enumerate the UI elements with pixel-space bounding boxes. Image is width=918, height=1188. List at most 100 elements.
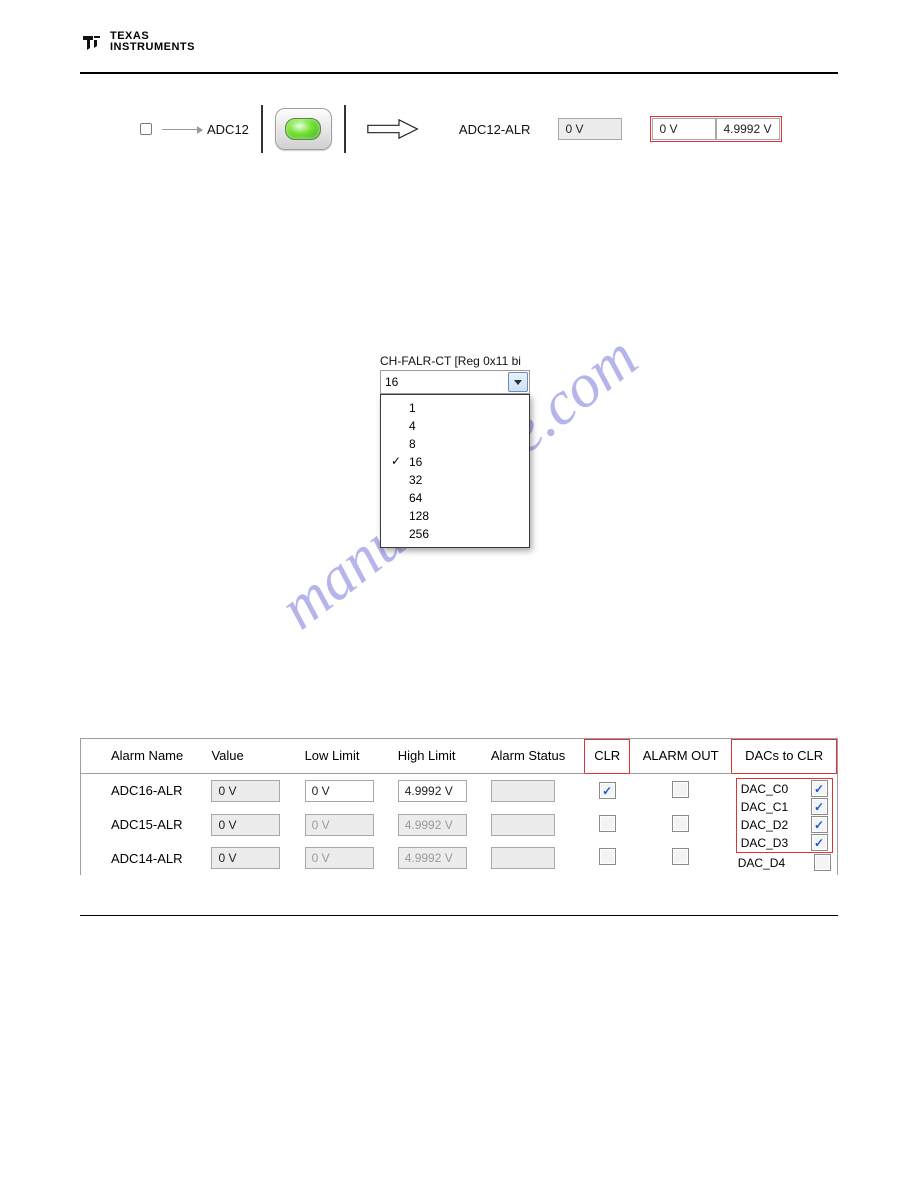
value-field — [211, 814, 280, 836]
dac-checkbox[interactable] — [814, 854, 831, 871]
row-status — [485, 808, 585, 842]
alarmout-checkbox[interactable] — [672, 781, 689, 798]
high-input — [398, 847, 467, 869]
clr-checkbox[interactable] — [599, 782, 616, 799]
vbar-left-icon — [261, 105, 263, 153]
th-name: Alarm Name — [81, 740, 205, 774]
top-rule — [80, 72, 838, 74]
dropdown-title: CH-FALR-CT [Reg 0x11 bi — [380, 354, 530, 368]
adc-led-row: ADC12 ADC12-ALR 0 V 0 V 4.9992 V — [80, 104, 838, 154]
dropdown-item[interactable]: 64 — [381, 489, 529, 507]
th-low: Low Limit — [299, 740, 392, 774]
th-dacs: DACs to CLR — [732, 740, 837, 774]
th-high: High Limit — [392, 740, 485, 774]
row-value — [205, 774, 298, 808]
row-status — [485, 774, 585, 808]
dropdown-select[interactable]: 16 — [380, 370, 530, 394]
alarmout-checkbox[interactable] — [672, 848, 689, 865]
row-clr — [585, 808, 630, 842]
low-input — [305, 847, 374, 869]
dropdown-selected: 16 — [385, 375, 398, 389]
row-out — [630, 841, 732, 875]
high-input[interactable] — [398, 780, 467, 802]
th-clr: CLR — [585, 740, 630, 774]
row-clr — [585, 774, 630, 808]
dac-checkbox[interactable] — [811, 816, 828, 833]
table-row: ADC15-ALR — [81, 808, 837, 842]
alr-label: ADC12-ALR — [459, 122, 531, 137]
vbar-right-icon — [344, 105, 346, 153]
big-arrow-icon — [366, 118, 421, 140]
status-field — [491, 847, 555, 869]
led-green-icon — [285, 118, 321, 140]
dropdown-list: 148163264128256 — [380, 394, 530, 548]
dropdown-item[interactable]: 128 — [381, 507, 529, 525]
status-field — [491, 780, 555, 802]
dropdown-item[interactable]: 4 — [381, 417, 529, 435]
row-high — [392, 808, 485, 842]
dac-row: DAC_D2 — [739, 816, 830, 833]
dac-label: DAC_D2 — [741, 818, 788, 832]
alr-high-input[interactable]: 4.9992 V — [716, 118, 780, 140]
dac-row: DAC_D3 — [739, 834, 830, 851]
signal-node-icon — [140, 123, 152, 135]
ti-chip-icon — [80, 30, 104, 54]
th-out: ALARM OUT — [630, 740, 732, 774]
row-high — [392, 841, 485, 875]
dac-checkbox[interactable] — [811, 834, 828, 851]
logo-line2: INSTRUMENTS — [110, 42, 195, 53]
clr-checkbox[interactable] — [599, 848, 616, 865]
chevron-down-icon[interactable] — [508, 372, 528, 392]
low-input[interactable] — [305, 780, 374, 802]
adc-label: ADC12 — [207, 122, 249, 137]
dropdown-item[interactable]: 32 — [381, 471, 529, 489]
dacs-cell: DAC_C0 DAC_C1 DAC_D2 DAC_D3 DAC_D4 — [732, 774, 837, 876]
dacs-red-frame: DAC_C0 DAC_C1 DAC_D2 DAC_D3 — [736, 778, 833, 853]
row-value — [205, 841, 298, 875]
falr-dropdown: CH-FALR-CT [Reg 0x11 bi 16 1481632641282… — [380, 354, 530, 548]
dac-row: DAC_C1 — [739, 798, 830, 815]
dac-checkbox[interactable] — [811, 798, 828, 815]
alarm-table: Alarm Name Value Low Limit High Limit Al… — [80, 738, 838, 875]
row-out — [630, 774, 732, 808]
dac-label: DAC_D3 — [741, 836, 788, 850]
dac-row: DAC_C0 — [739, 780, 830, 797]
dropdown-item[interactable]: 1 — [381, 399, 529, 417]
bottom-rule — [80, 915, 838, 916]
dropdown-item[interactable]: 256 — [381, 525, 529, 543]
row-high — [392, 774, 485, 808]
row-status — [485, 841, 585, 875]
dac-row: DAC_D4 — [736, 854, 833, 871]
arrow-icon — [162, 129, 197, 130]
row-out — [630, 808, 732, 842]
clr-checkbox[interactable] — [599, 815, 616, 832]
alr-low-input[interactable]: 0 V — [652, 118, 716, 140]
alr-value: 0 V — [558, 118, 622, 140]
dropdown-item[interactable]: 8 — [381, 435, 529, 453]
table-row: ADC16-ALRDAC_C0DAC_C1DAC_D2DAC_D3DAC_D4 — [81, 774, 837, 808]
row-value — [205, 808, 298, 842]
row-low — [299, 841, 392, 875]
th-status: Alarm Status — [485, 740, 585, 774]
row-low — [299, 808, 392, 842]
dac-label: DAC_D4 — [738, 856, 785, 870]
status-field — [491, 814, 555, 836]
limits-frame: 0 V 4.9992 V — [650, 116, 782, 142]
led-button[interactable] — [275, 108, 332, 150]
alarmout-checkbox[interactable] — [672, 815, 689, 832]
high-input — [398, 814, 467, 836]
low-input — [305, 814, 374, 836]
value-field — [211, 847, 280, 869]
row-name: ADC16-ALR — [81, 774, 205, 808]
dac-label: DAC_C1 — [741, 800, 788, 814]
dac-checkbox[interactable] — [811, 780, 828, 797]
dropdown-item[interactable]: 16 — [381, 453, 529, 471]
row-name: ADC15-ALR — [81, 808, 205, 842]
table-row: ADC14-ALR — [81, 841, 837, 875]
ti-logo: TEXAS INSTRUMENTS — [80, 30, 838, 54]
row-clr — [585, 841, 630, 875]
row-name: ADC14-ALR — [81, 841, 205, 875]
th-value: Value — [205, 740, 298, 774]
row-low — [299, 774, 392, 808]
dac-label: DAC_C0 — [741, 782, 788, 796]
